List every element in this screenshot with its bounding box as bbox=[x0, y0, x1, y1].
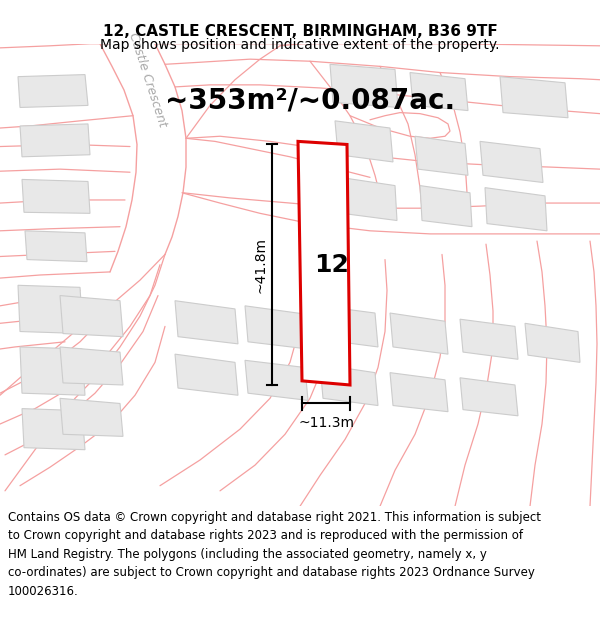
Text: Castle Crescent: Castle Crescent bbox=[127, 31, 169, 129]
Text: Contains OS data © Crown copyright and database right 2021. This information is : Contains OS data © Crown copyright and d… bbox=[8, 511, 541, 598]
Polygon shape bbox=[320, 306, 378, 347]
Polygon shape bbox=[460, 378, 518, 416]
Text: ~41.8m: ~41.8m bbox=[254, 237, 268, 292]
Polygon shape bbox=[20, 124, 90, 157]
Polygon shape bbox=[245, 306, 308, 349]
Polygon shape bbox=[22, 409, 85, 450]
Polygon shape bbox=[485, 188, 547, 231]
Polygon shape bbox=[298, 141, 350, 385]
Polygon shape bbox=[22, 179, 90, 213]
Polygon shape bbox=[500, 77, 568, 118]
Polygon shape bbox=[340, 177, 397, 221]
Polygon shape bbox=[390, 372, 448, 412]
Polygon shape bbox=[420, 186, 472, 227]
Text: Map shows position and indicative extent of the property.: Map shows position and indicative extent… bbox=[100, 38, 500, 51]
Polygon shape bbox=[460, 319, 518, 359]
Polygon shape bbox=[390, 313, 448, 354]
Polygon shape bbox=[60, 398, 123, 436]
Polygon shape bbox=[175, 301, 238, 344]
Text: ~11.3m: ~11.3m bbox=[298, 416, 354, 430]
Polygon shape bbox=[480, 141, 543, 182]
Polygon shape bbox=[25, 231, 87, 262]
Polygon shape bbox=[60, 296, 123, 337]
Polygon shape bbox=[525, 323, 580, 362]
Polygon shape bbox=[335, 121, 393, 162]
Polygon shape bbox=[20, 347, 85, 395]
Polygon shape bbox=[18, 285, 83, 334]
Text: 12: 12 bbox=[314, 253, 349, 277]
Polygon shape bbox=[410, 72, 468, 111]
Polygon shape bbox=[60, 347, 123, 385]
Polygon shape bbox=[415, 136, 468, 175]
Polygon shape bbox=[18, 74, 88, 108]
Polygon shape bbox=[320, 364, 378, 406]
Text: ~353m²/~0.087ac.: ~353m²/~0.087ac. bbox=[165, 86, 455, 114]
Polygon shape bbox=[175, 354, 238, 395]
Polygon shape bbox=[245, 360, 308, 401]
Text: 12, CASTLE CRESCENT, BIRMINGHAM, B36 9TF: 12, CASTLE CRESCENT, BIRMINGHAM, B36 9TF bbox=[103, 24, 497, 39]
Polygon shape bbox=[330, 64, 398, 108]
